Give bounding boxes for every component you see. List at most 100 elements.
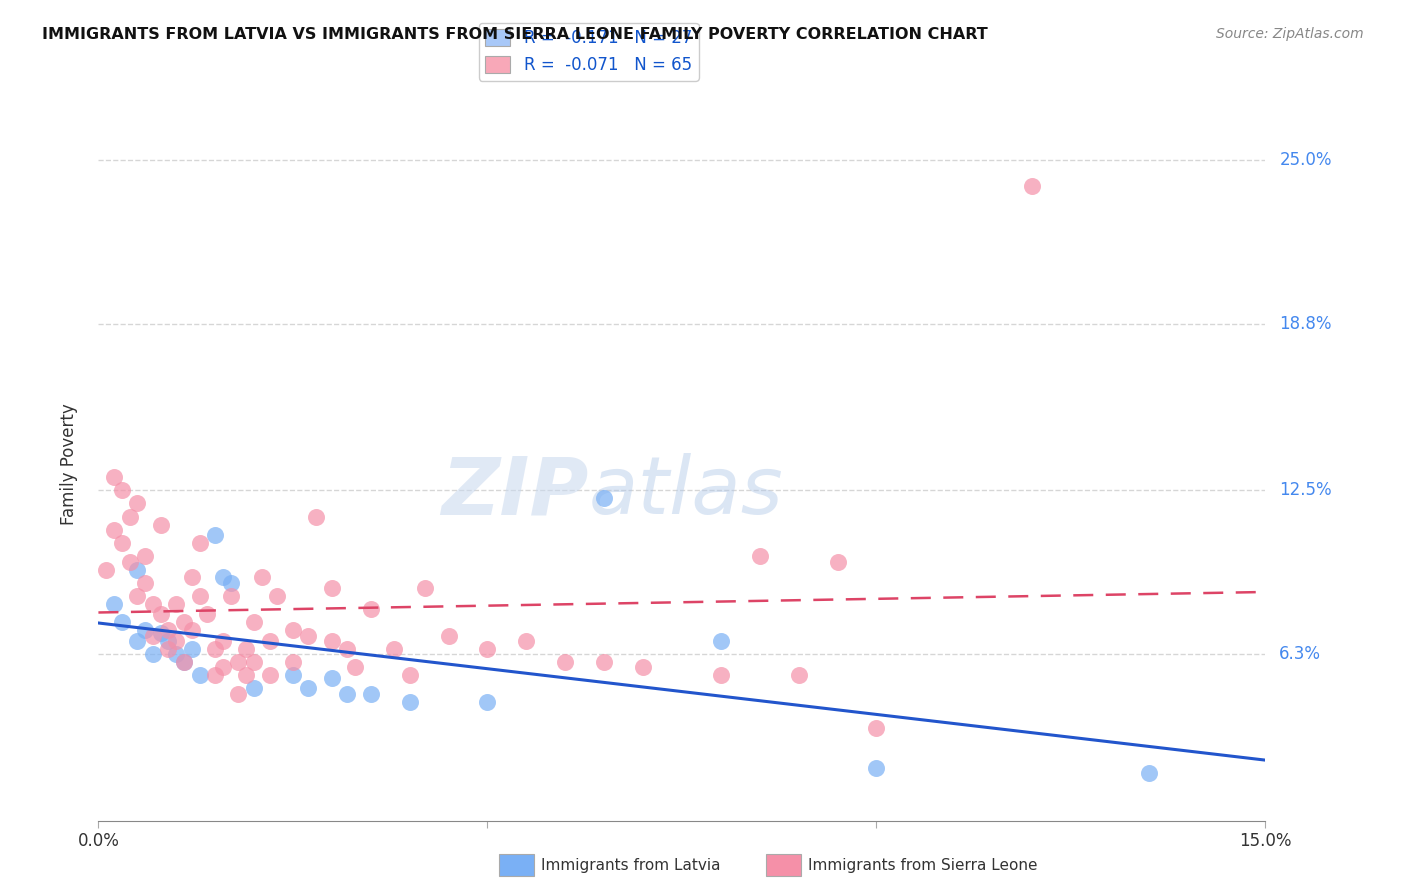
Legend: R =  -0.171   N = 27, R =  -0.071   N = 65: R = -0.171 N = 27, R = -0.071 N = 65 xyxy=(478,22,699,80)
Point xyxy=(149,626,172,640)
Point xyxy=(398,668,420,682)
Point xyxy=(321,581,343,595)
Point xyxy=(219,575,242,590)
Point xyxy=(710,668,733,682)
Point xyxy=(437,629,460,643)
Point xyxy=(593,655,616,669)
Point xyxy=(243,615,266,630)
Point xyxy=(344,660,367,674)
Text: 18.8%: 18.8% xyxy=(1279,315,1331,333)
Text: 12.5%: 12.5% xyxy=(1279,482,1331,500)
Text: 6.3%: 6.3% xyxy=(1279,645,1322,663)
Point xyxy=(103,523,125,537)
Text: Source: ZipAtlas.com: Source: ZipAtlas.com xyxy=(1216,27,1364,41)
Point xyxy=(134,624,156,638)
Point xyxy=(173,655,195,669)
Point xyxy=(281,668,304,682)
Point xyxy=(165,634,187,648)
Point xyxy=(204,668,226,682)
Point xyxy=(1137,766,1160,780)
Point xyxy=(149,607,172,622)
Point xyxy=(103,597,125,611)
Point xyxy=(149,517,172,532)
Point xyxy=(336,641,359,656)
Text: 25.0%: 25.0% xyxy=(1279,151,1331,169)
Point xyxy=(134,575,156,590)
Point xyxy=(748,549,770,564)
Point xyxy=(96,563,118,577)
Point xyxy=(142,629,165,643)
Point xyxy=(111,615,134,630)
Point xyxy=(118,555,141,569)
Point xyxy=(173,655,195,669)
Point xyxy=(631,660,654,674)
Point xyxy=(865,721,887,735)
Point xyxy=(477,695,499,709)
Point xyxy=(180,641,202,656)
Point xyxy=(360,602,382,616)
Point xyxy=(1021,179,1043,194)
Point xyxy=(235,668,257,682)
Point xyxy=(127,496,149,510)
Point xyxy=(228,655,250,669)
Point xyxy=(142,647,165,661)
Point xyxy=(204,641,226,656)
Point xyxy=(157,641,180,656)
Point xyxy=(212,570,235,584)
Point xyxy=(297,629,319,643)
Point xyxy=(281,624,304,638)
Text: IMMIGRANTS FROM LATVIA VS IMMIGRANTS FROM SIERRA LEONE FAMILY POVERTY CORRELATIO: IMMIGRANTS FROM LATVIA VS IMMIGRANTS FRO… xyxy=(42,27,988,42)
Point xyxy=(321,634,343,648)
Text: Immigrants from Sierra Leone: Immigrants from Sierra Leone xyxy=(808,858,1038,872)
Point xyxy=(336,687,359,701)
Point xyxy=(134,549,156,564)
Point xyxy=(142,597,165,611)
Point xyxy=(157,634,180,648)
Point xyxy=(259,668,281,682)
Point xyxy=(165,647,187,661)
Point xyxy=(188,668,211,682)
Y-axis label: Family Poverty: Family Poverty xyxy=(59,403,77,524)
Point xyxy=(212,634,235,648)
Point xyxy=(297,681,319,696)
Point xyxy=(188,589,211,603)
Point xyxy=(593,491,616,506)
Point xyxy=(219,589,242,603)
Point xyxy=(235,641,257,656)
Point xyxy=(250,570,273,584)
Point xyxy=(305,509,328,524)
Point xyxy=(398,695,420,709)
Point xyxy=(554,655,576,669)
Point xyxy=(413,581,436,595)
Point xyxy=(180,570,202,584)
Point xyxy=(127,634,149,648)
Point xyxy=(165,597,187,611)
Point xyxy=(827,555,849,569)
Point xyxy=(382,641,405,656)
Point xyxy=(243,655,266,669)
Point xyxy=(111,536,134,550)
Point xyxy=(228,687,250,701)
Point xyxy=(360,687,382,701)
Point xyxy=(157,624,180,638)
Point xyxy=(118,509,141,524)
Point xyxy=(180,624,202,638)
Point xyxy=(710,634,733,648)
Point xyxy=(266,589,288,603)
Point xyxy=(865,761,887,775)
Point xyxy=(173,615,195,630)
Point xyxy=(127,589,149,603)
Point xyxy=(127,563,149,577)
Point xyxy=(111,483,134,498)
Text: ZIP: ZIP xyxy=(441,453,589,532)
Point xyxy=(477,641,499,656)
Point xyxy=(281,655,304,669)
Point xyxy=(195,607,218,622)
Point xyxy=(515,634,537,648)
Text: atlas: atlas xyxy=(589,453,783,532)
Point xyxy=(787,668,810,682)
Point xyxy=(204,528,226,542)
Text: Immigrants from Latvia: Immigrants from Latvia xyxy=(541,858,721,872)
Point xyxy=(321,671,343,685)
Point xyxy=(103,470,125,484)
